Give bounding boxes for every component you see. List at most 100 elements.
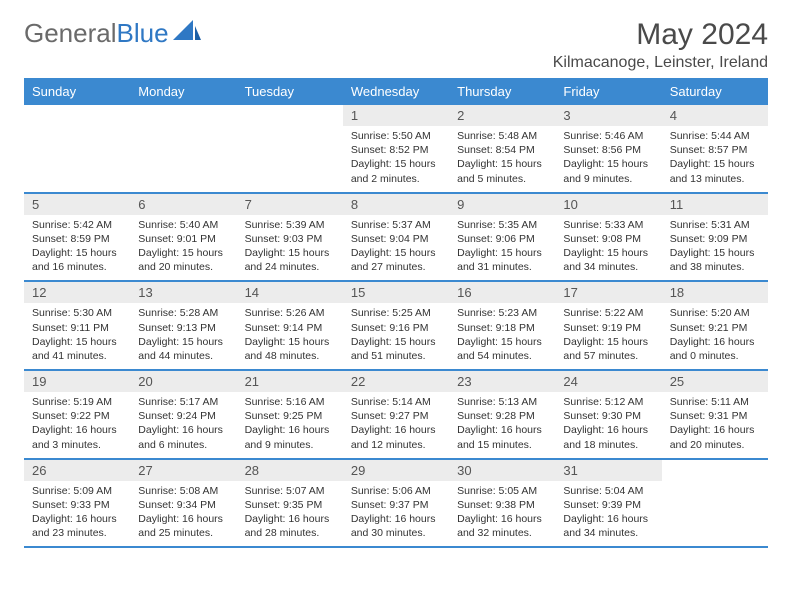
week-row: 12Sunrise: 5:30 AMSunset: 9:11 PMDayligh… (24, 282, 768, 371)
day-line: Sunset: 9:25 PM (245, 409, 335, 423)
day-line: Sunrise: 5:48 AM (457, 129, 547, 143)
day-line: Sunrise: 5:12 AM (563, 395, 653, 409)
day-body: Sunrise: 5:09 AMSunset: 9:33 PMDaylight:… (24, 481, 130, 547)
day-line: Sunset: 8:59 PM (32, 232, 122, 246)
day-line: Sunset: 9:30 PM (563, 409, 653, 423)
day-line: Sunset: 9:33 PM (32, 498, 122, 512)
day-cell: 3Sunrise: 5:46 AMSunset: 8:56 PMDaylight… (555, 105, 661, 192)
day-line: and 41 minutes. (32, 349, 122, 363)
day-line: and 16 minutes. (32, 260, 122, 274)
day-line: and 15 minutes. (457, 438, 547, 452)
day-line: and 28 minutes. (245, 526, 335, 540)
day-body: Sunrise: 5:28 AMSunset: 9:13 PMDaylight:… (130, 303, 236, 369)
day-cell: 13Sunrise: 5:28 AMSunset: 9:13 PMDayligh… (130, 282, 236, 369)
day-line: Daylight: 15 hours (351, 246, 441, 260)
week-row: 1Sunrise: 5:50 AMSunset: 8:52 PMDaylight… (24, 105, 768, 194)
day-body (24, 111, 130, 171)
day-number: 17 (555, 282, 661, 303)
day-line: and 3 minutes. (32, 438, 122, 452)
day-cell: 17Sunrise: 5:22 AMSunset: 9:19 PMDayligh… (555, 282, 661, 369)
day-line: and 25 minutes. (138, 526, 228, 540)
day-line: Sunrise: 5:05 AM (457, 484, 547, 498)
day-line: Sunrise: 5:20 AM (670, 306, 760, 320)
day-line: and 6 minutes. (138, 438, 228, 452)
day-number: 21 (237, 371, 343, 392)
day-line: Sunrise: 5:17 AM (138, 395, 228, 409)
day-cell (130, 105, 236, 192)
day-cell: 29Sunrise: 5:06 AMSunset: 9:37 PMDayligh… (343, 460, 449, 547)
day-line: Sunset: 9:19 PM (563, 321, 653, 335)
day-body (130, 111, 236, 171)
days-of-week-row: Sunday Monday Tuesday Wednesday Thursday… (24, 78, 768, 105)
day-cell: 20Sunrise: 5:17 AMSunset: 9:24 PMDayligh… (130, 371, 236, 458)
day-line: Sunset: 9:08 PM (563, 232, 653, 246)
day-number: 9 (449, 194, 555, 215)
day-number: 11 (662, 194, 768, 215)
day-body: Sunrise: 5:16 AMSunset: 9:25 PMDaylight:… (237, 392, 343, 458)
day-line: Sunrise: 5:42 AM (32, 218, 122, 232)
day-line: Sunset: 9:04 PM (351, 232, 441, 246)
day-line: and 34 minutes. (563, 526, 653, 540)
day-line: Sunset: 8:52 PM (351, 143, 441, 157)
day-line: Sunset: 8:54 PM (457, 143, 547, 157)
day-line: Daylight: 15 hours (138, 335, 228, 349)
day-number: 27 (130, 460, 236, 481)
day-line: Sunrise: 5:14 AM (351, 395, 441, 409)
day-line: Sunset: 9:13 PM (138, 321, 228, 335)
day-line: and 9 minutes. (245, 438, 335, 452)
day-body: Sunrise: 5:07 AMSunset: 9:35 PMDaylight:… (237, 481, 343, 547)
day-line: and 18 minutes. (563, 438, 653, 452)
day-line: Daylight: 16 hours (563, 512, 653, 526)
day-line: Sunrise: 5:44 AM (670, 129, 760, 143)
day-body: Sunrise: 5:11 AMSunset: 9:31 PMDaylight:… (662, 392, 768, 458)
day-number: 4 (662, 105, 768, 126)
day-line: Daylight: 16 hours (670, 423, 760, 437)
day-body: Sunrise: 5:06 AMSunset: 9:37 PMDaylight:… (343, 481, 449, 547)
day-cell: 4Sunrise: 5:44 AMSunset: 8:57 PMDaylight… (662, 105, 768, 192)
brand-logo: GeneralBlue (24, 18, 201, 49)
day-line: Sunset: 9:18 PM (457, 321, 547, 335)
day-number: 28 (237, 460, 343, 481)
day-body: Sunrise: 5:31 AMSunset: 9:09 PMDaylight:… (662, 215, 768, 281)
day-number: 5 (24, 194, 130, 215)
day-line: and 20 minutes. (670, 438, 760, 452)
day-line: and 12 minutes. (351, 438, 441, 452)
day-cell: 1Sunrise: 5:50 AMSunset: 8:52 PMDaylight… (343, 105, 449, 192)
day-line: Sunrise: 5:37 AM (351, 218, 441, 232)
day-line: Daylight: 16 hours (670, 335, 760, 349)
day-line: Sunrise: 5:25 AM (351, 306, 441, 320)
day-line: and 27 minutes. (351, 260, 441, 274)
day-number: 12 (24, 282, 130, 303)
day-cell: 6Sunrise: 5:40 AMSunset: 9:01 PMDaylight… (130, 194, 236, 281)
day-cell: 8 Sunrise: 5:37 AMSunset: 9:04 PMDaylight… (343, 194, 449, 281)
day-body: Sunrise: 5:39 AMSunset: 9:03 PMDaylight:… (237, 215, 343, 281)
day-number: 8 (343, 194, 449, 215)
day-number: 29 (343, 460, 449, 481)
day-line: Daylight: 15 hours (245, 335, 335, 349)
day-line: Daylight: 16 hours (351, 512, 441, 526)
day-line: and 48 minutes. (245, 349, 335, 363)
day-cell: 5Sunrise: 5:42 AMSunset: 8:59 PMDaylight… (24, 194, 130, 281)
header: GeneralBlue May 2024 Kilmacanoge, Leinst… (24, 18, 768, 72)
day-line: Daylight: 15 hours (670, 246, 760, 260)
day-line: Sunset: 9:01 PM (138, 232, 228, 246)
day-line: Daylight: 16 hours (457, 423, 547, 437)
day-body: Sunrise: 5:17 AMSunset: 9:24 PMDaylight:… (130, 392, 236, 458)
day-line: Sunrise: 5:11 AM (670, 395, 760, 409)
day-body: Sunrise: 5:50 AMSunset: 8:52 PMDaylight:… (343, 126, 449, 192)
day-line: and 13 minutes. (670, 172, 760, 186)
day-number: 18 (662, 282, 768, 303)
day-number: 31 (555, 460, 661, 481)
dow-friday: Friday (555, 78, 661, 105)
day-line: Daylight: 15 hours (563, 157, 653, 171)
day-line: Daylight: 15 hours (351, 157, 441, 171)
day-body: Sunrise: 5:33 AMSunset: 9:08 PMDaylight:… (555, 215, 661, 281)
day-line: and 9 minutes. (563, 172, 653, 186)
day-body: Sunrise: 5:30 AMSunset: 9:11 PMDaylight:… (24, 303, 130, 369)
day-line: Sunrise: 5:35 AM (457, 218, 547, 232)
week-row: 26Sunrise: 5:09 AMSunset: 9:33 PMDayligh… (24, 460, 768, 549)
day-line: Daylight: 16 hours (32, 512, 122, 526)
day-line: Sunset: 9:28 PM (457, 409, 547, 423)
day-line: and 38 minutes. (670, 260, 760, 274)
day-cell: 25Sunrise: 5:11 AMSunset: 9:31 PMDayligh… (662, 371, 768, 458)
